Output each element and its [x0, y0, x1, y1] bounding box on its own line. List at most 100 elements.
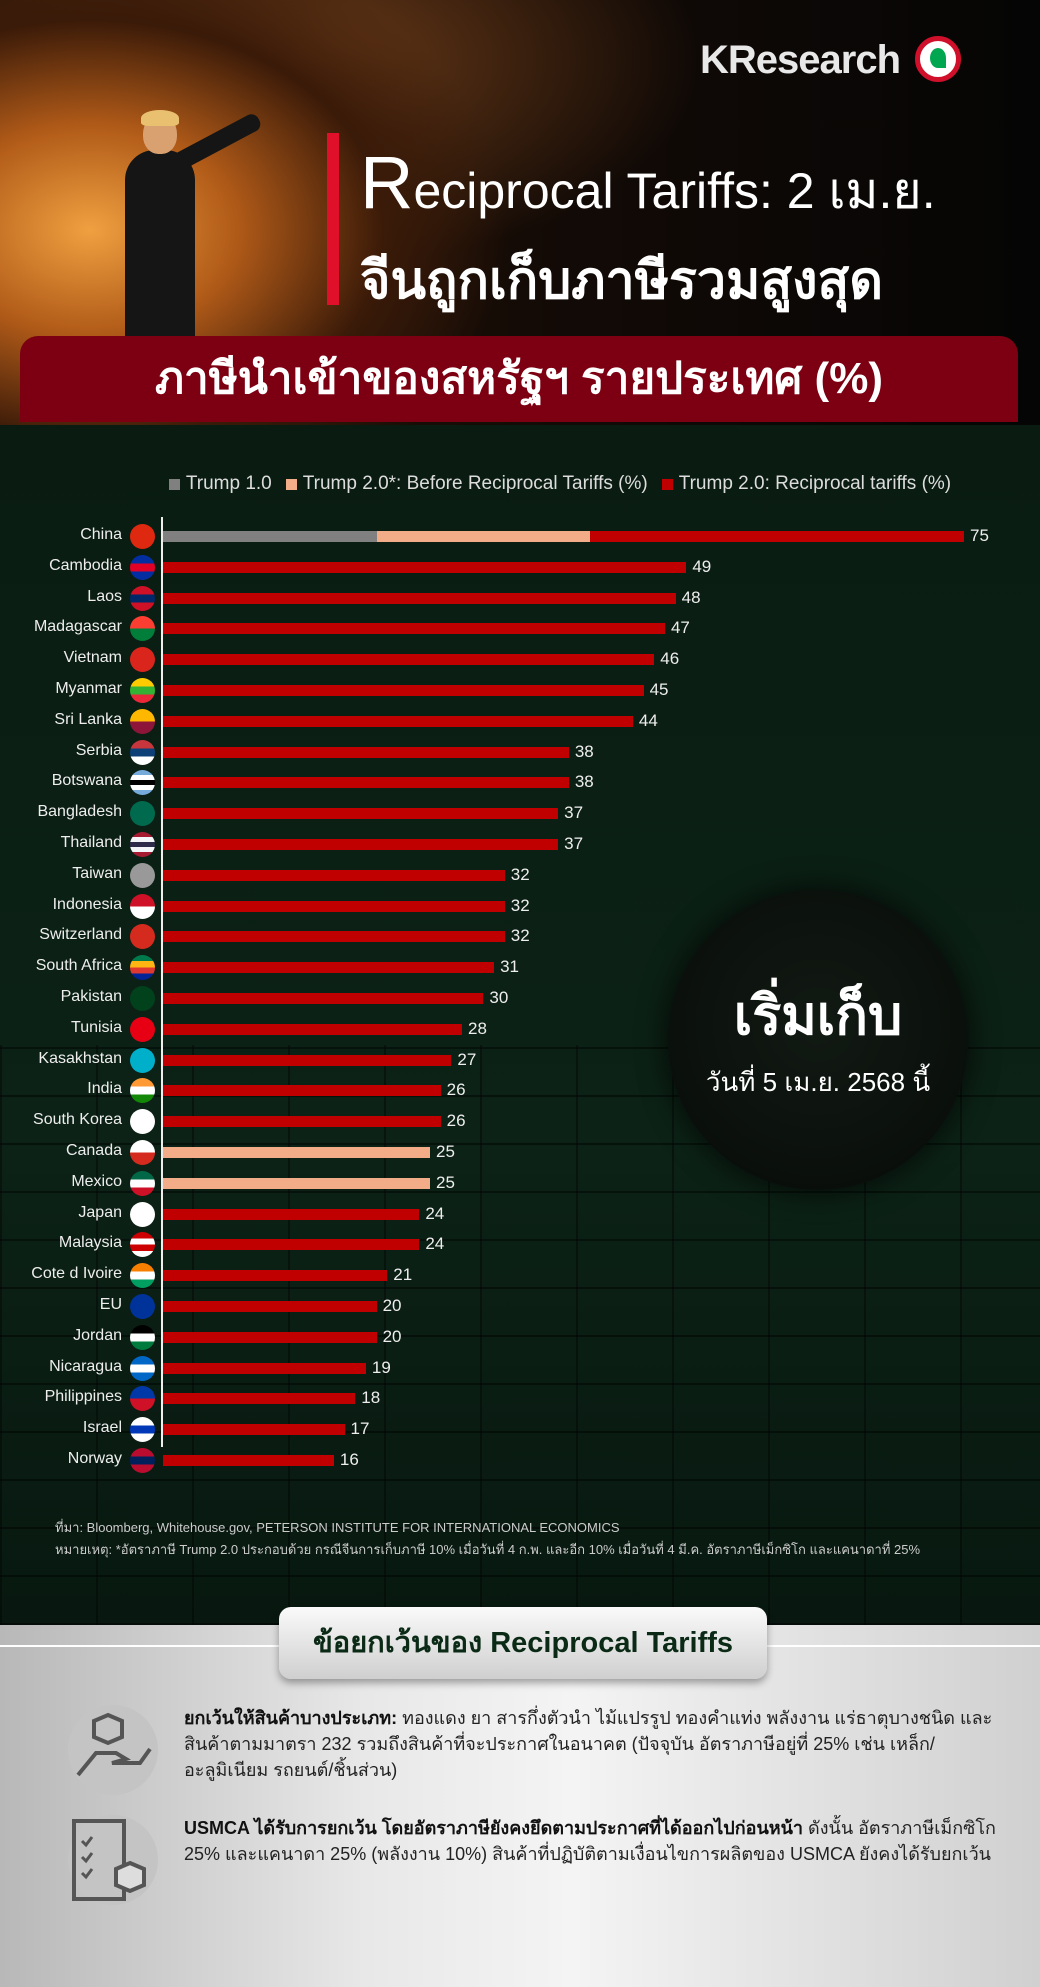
flag-icon	[130, 1016, 155, 1042]
category-label: Serbia	[75, 741, 122, 759]
flag-icon	[130, 1201, 155, 1227]
bar-row-india: India 26	[0, 1075, 1040, 1105]
value-label: 20	[382, 1296, 402, 1315]
value-label: 25	[436, 1172, 455, 1192]
flag-icon	[130, 893, 155, 919]
kresearch-logo: KResearch	[700, 38, 901, 82]
category-label: Myanmar	[55, 680, 122, 697]
bar-reciprocal	[163, 654, 655, 666]
flag-icon	[130, 1047, 155, 1073]
bar-row-madagascar: Madagascar 47	[0, 613, 1040, 643]
bar-reciprocal	[163, 1208, 420, 1220]
page-subtitle: จีนถูกเก็บภาษีรวมสูงสุด	[360, 252, 884, 310]
category-label: EU	[99, 1296, 122, 1313]
bar-row-bangladesh: Bangladesh 37	[0, 798, 1040, 828]
chart-area: Trump 1.0 Trump 2.0*: Before Reciprocal …	[0, 425, 1040, 1625]
bar-row-norway: Norway 16	[0, 1445, 1040, 1475]
bar-reciprocal	[163, 1239, 420, 1251]
flag-icon	[130, 1140, 155, 1165]
category-label: Mexico	[71, 1172, 122, 1190]
bar-row-jordan: Jordan 20	[0, 1322, 1040, 1352]
bar-row-tunisia: Tunisia 28	[0, 1014, 1040, 1044]
value-label: 44	[638, 710, 658, 730]
bar-row-pakistan: Pakistan 30	[0, 983, 1040, 1013]
value-label: 75	[970, 526, 989, 545]
bar-row-indonesia: Indonesia 32	[0, 891, 1040, 921]
bar-before	[163, 1147, 430, 1158]
source-note: ที่มา: Bloomberg, Whitehouse.gov, PETERS…	[55, 1520, 921, 1557]
bar-reciprocal	[163, 1424, 345, 1436]
bar-row-thailand: Thailand 37	[0, 829, 1040, 859]
value-label: 38	[574, 741, 594, 761]
flag-icon	[130, 585, 155, 611]
flag-icon	[130, 678, 155, 703]
category-label: Thailand	[60, 834, 122, 851]
bar-reciprocal	[163, 869, 505, 881]
bar-before	[163, 1177, 430, 1189]
bar-reciprocal	[163, 1331, 377, 1343]
value-label: 19	[371, 1357, 391, 1377]
flag-icon	[130, 1448, 155, 1473]
flag-icon	[130, 1263, 155, 1289]
flag-icon	[130, 1324, 155, 1350]
category-label: Indonesia	[52, 895, 122, 913]
page-title: Reciprocal Tariffs: 2 เม.ย.	[360, 141, 936, 224]
flag-icon	[130, 1109, 155, 1135]
bar-reciprocal	[163, 808, 559, 820]
bar-reciprocal	[163, 777, 569, 789]
category-label: Sri Lanka	[54, 710, 122, 728]
category-label: Bangladesh	[37, 803, 122, 821]
bar-row-malaysia: Malaysia 24	[0, 1229, 1040, 1259]
header: KResearch Reciprocal Tariffs: 2 เม.ย. จี…	[0, 0, 1040, 425]
bar-reciprocal	[163, 1270, 388, 1282]
flag-icon	[130, 1078, 155, 1104]
flag-icon	[130, 986, 155, 1011]
flag-icon	[130, 955, 155, 981]
bar-reciprocal	[163, 839, 559, 850]
value-label: 31	[500, 957, 519, 977]
bar-row-switzerland: Switzerland 32	[0, 921, 1040, 951]
value-label: 32	[510, 864, 530, 884]
flag-icon	[130, 708, 155, 734]
category-label: South Korea	[33, 1111, 122, 1129]
flag-icon	[130, 1417, 155, 1443]
bar-row-south-korea: South Korea 26	[0, 1106, 1040, 1136]
bar-row-serbia: Serbia 38	[0, 737, 1040, 767]
value-label: 25	[436, 1142, 455, 1161]
value-label: 32	[510, 895, 530, 915]
value-label: 46	[660, 649, 680, 669]
category-label: Jordan	[73, 1326, 122, 1344]
bar-row-eu: EU 20	[0, 1291, 1040, 1321]
category-label: Cote d Ivoire	[31, 1265, 122, 1283]
bar-row-philippines: Philippines 18	[0, 1383, 1040, 1413]
bar-row-israel: Israel 17	[0, 1414, 1040, 1444]
bar-before	[376, 531, 591, 542]
category-label: South Africa	[35, 957, 122, 975]
category-label: Pakistan	[60, 988, 122, 1005]
category-label: Switzerland	[39, 926, 122, 944]
title-accent-bar	[327, 133, 339, 305]
hand-box-icon	[68, 1705, 158, 1795]
bar-reciprocal	[163, 931, 505, 943]
bar-row-cote-d-ivoire: Cote d Ivoire 21	[0, 1260, 1040, 1290]
bar-row-canada: Canada 25	[0, 1137, 1040, 1167]
bar-reciprocal	[163, 1393, 356, 1405]
bar-reciprocal	[163, 1301, 377, 1312]
value-label: 45	[649, 680, 669, 699]
flag-icon	[130, 770, 155, 796]
value-label: 26	[446, 1111, 466, 1131]
category-label: Cambodia	[49, 556, 122, 574]
bar-reciprocal	[163, 746, 569, 758]
flag-icon	[130, 554, 155, 580]
bar-row-japan: Japan 24	[0, 1199, 1040, 1229]
value-label: 37	[564, 834, 584, 853]
bar-row-mexico: Mexico 25	[0, 1168, 1040, 1198]
bar-row-cambodia: Cambodia 49	[0, 552, 1040, 582]
flag-icon	[130, 1386, 155, 1412]
value-label: 26	[446, 1080, 466, 1100]
chart-title-banner: ภาษีนำเข้าของสหรัฐฯ รายประเทศ (%)	[20, 336, 1018, 422]
flag-icon	[130, 1355, 155, 1381]
legend: Trump 1.0 Trump 2.0*: Before Reciprocal …	[0, 473, 1040, 495]
bar-row-kasakhstan: Kasakhstan 27	[0, 1045, 1040, 1075]
bar-reciprocal	[163, 685, 644, 696]
